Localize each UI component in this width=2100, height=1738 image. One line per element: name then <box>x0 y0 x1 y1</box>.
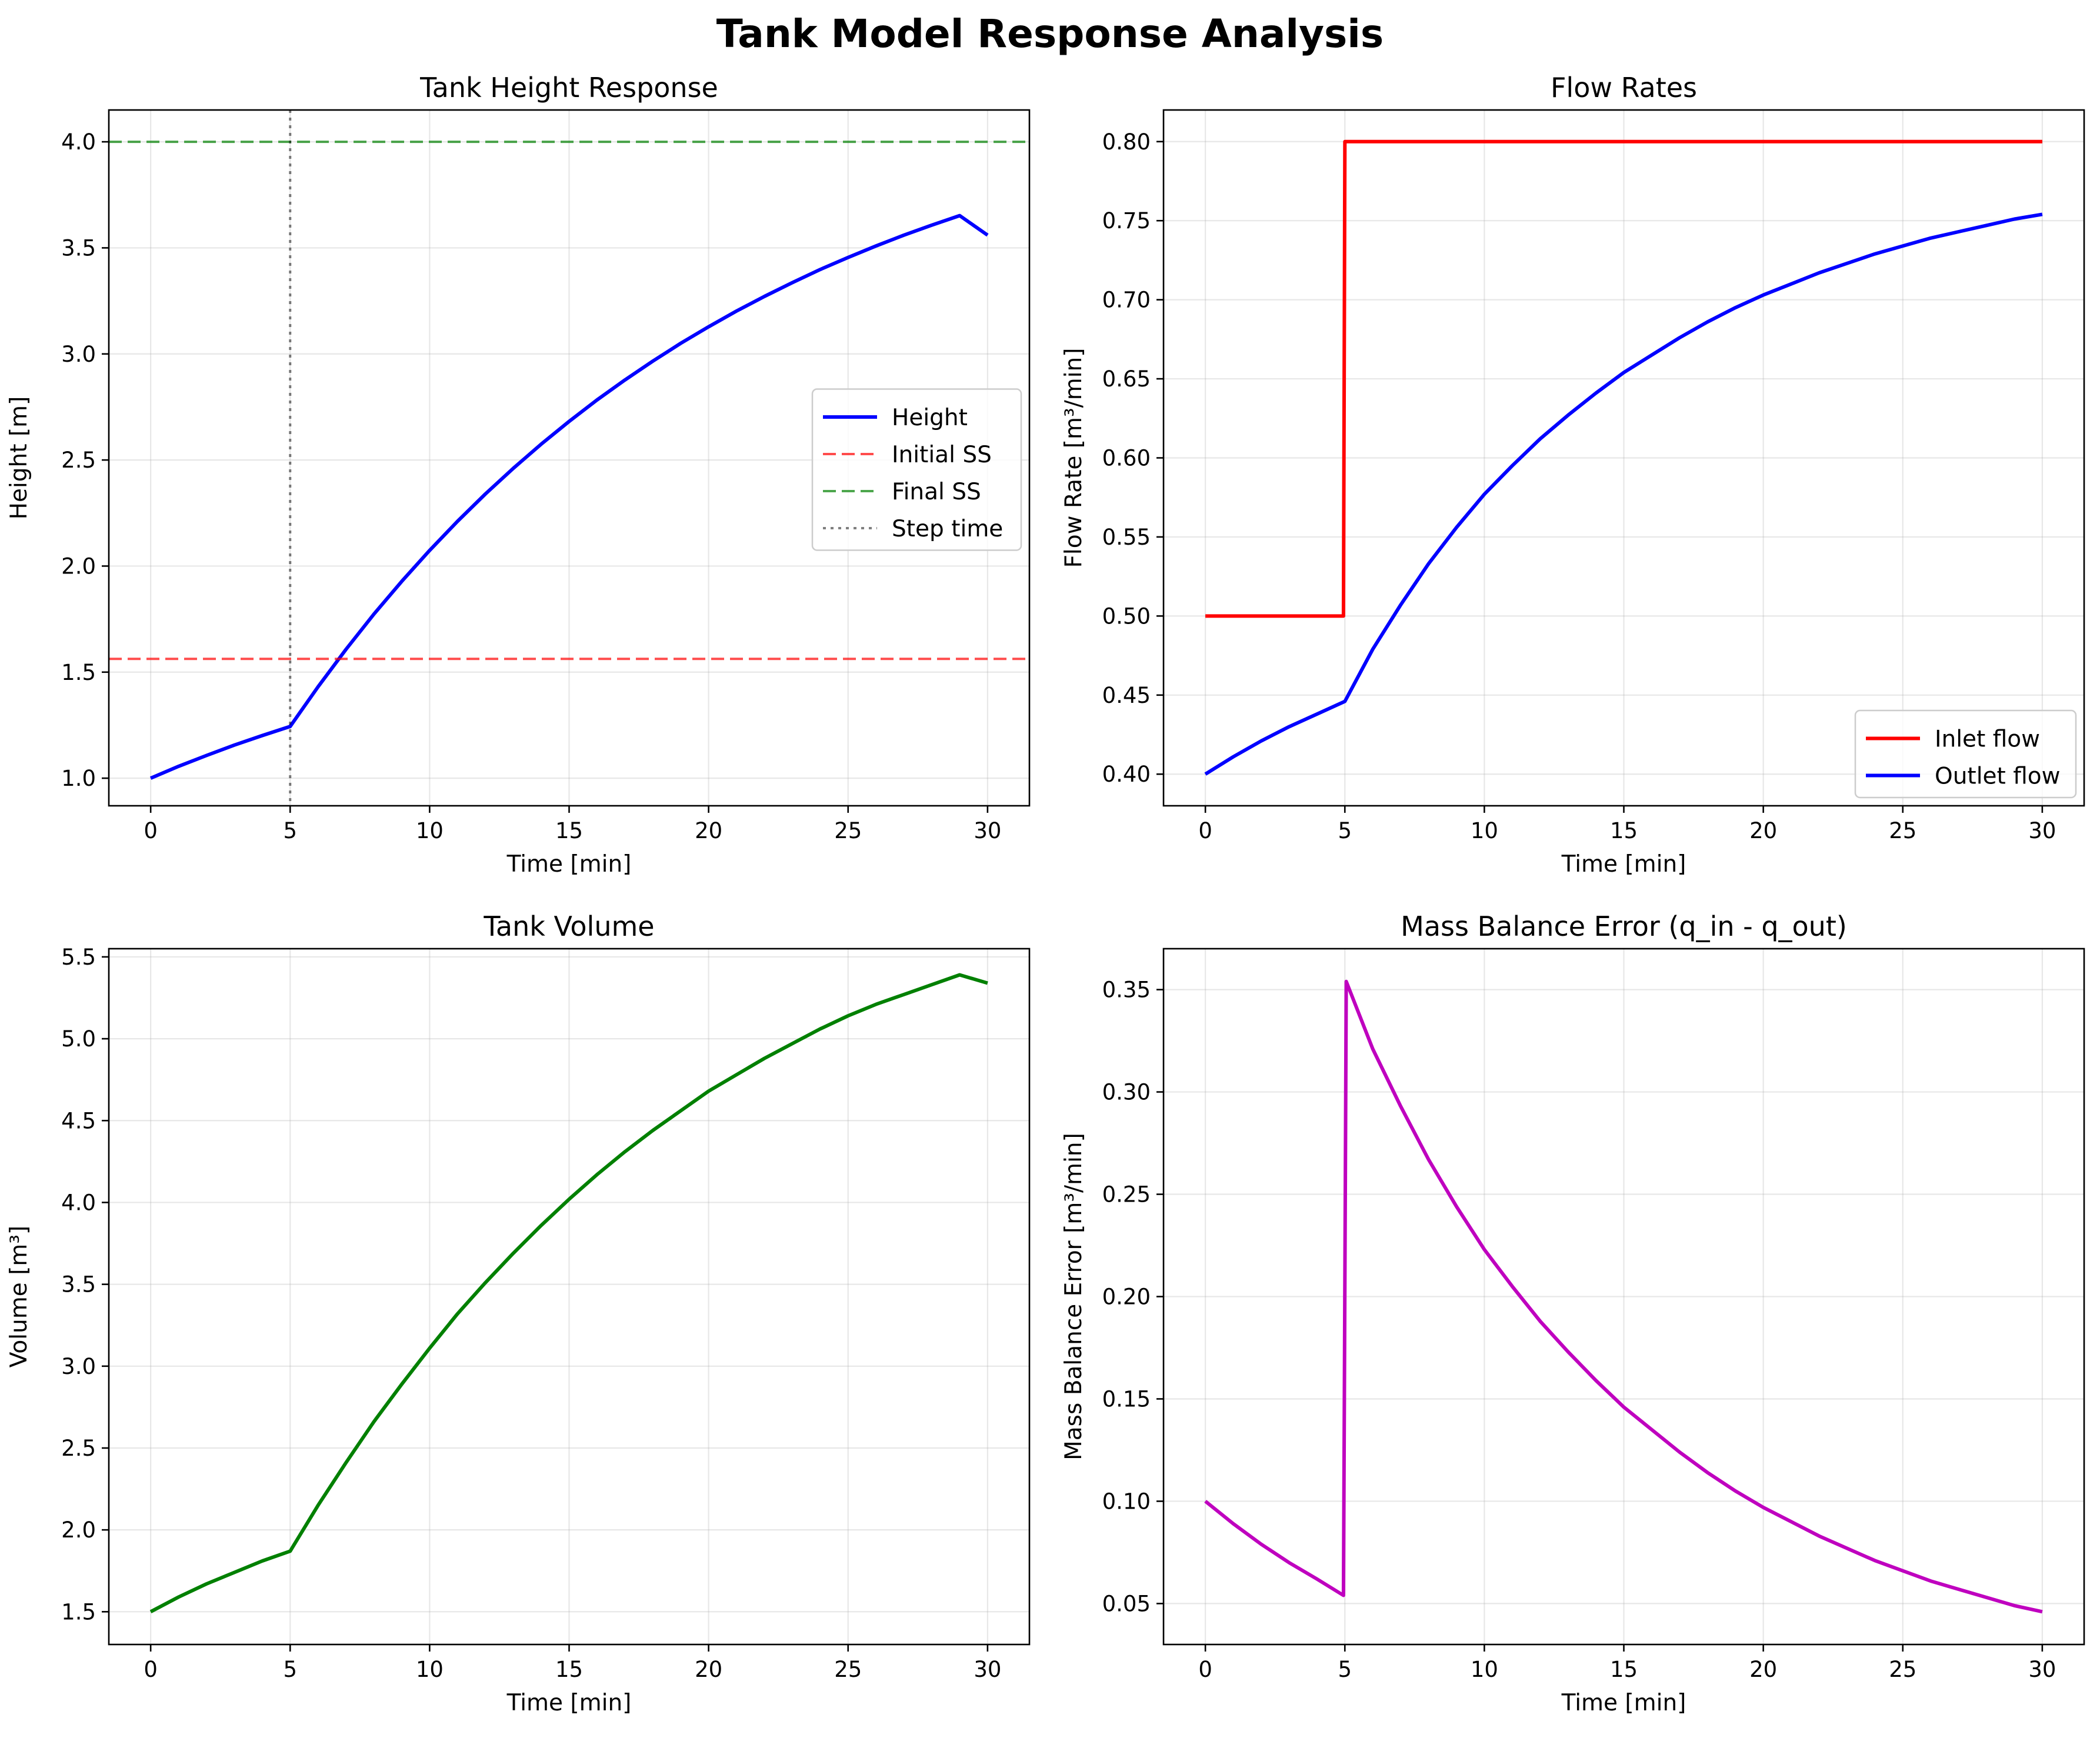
legend-label: Initial SS <box>892 442 992 468</box>
y-tick-label: 0.75 <box>1102 208 1151 233</box>
y-tick-label: 4.0 <box>61 1190 96 1215</box>
figure-title: Tank Model Response Analysis <box>716 11 1384 56</box>
chart-panel-1: 0 5 10 15 20 25 30 1.0 1.5 2.0 2.5 3.0 3.5 4.0 Tank He… <box>6 72 1031 878</box>
x-tick-label: 10 <box>416 818 444 843</box>
legend-label: Step time <box>892 516 1003 542</box>
series-line <box>1204 979 2043 1614</box>
x-tick-label: 30 <box>974 1657 1001 1682</box>
x-tick-label: 0 <box>1198 818 1212 843</box>
x-tick-label: 20 <box>1749 818 1777 843</box>
legend-label: Outlet flow <box>1935 763 2061 790</box>
y-tick-label: 5.0 <box>61 1026 96 1052</box>
y-tick-label: 1.5 <box>61 1599 96 1624</box>
series-line <box>149 973 988 1613</box>
x-tick-label: 0 <box>1198 1657 1212 1682</box>
y-tick-label: 0.60 <box>1102 446 1151 471</box>
x-tick-label: 0 <box>144 1657 158 1682</box>
x-axis-label: Time [min] <box>506 1690 632 1716</box>
y-tick-label: 4.5 <box>61 1108 96 1133</box>
legend-label: Final SS <box>892 479 981 505</box>
y-axis-label: Mass Balance Error [m³/min] <box>1061 1133 1087 1460</box>
y-tick-label: 2.0 <box>61 1517 96 1543</box>
y-tick-label: 3.0 <box>61 1354 96 1379</box>
legend: Inlet flow Outlet flow <box>1854 709 2077 799</box>
y-tick-label: 0.65 <box>1102 366 1151 392</box>
x-tick-label: 15 <box>1610 1657 1638 1682</box>
plot-area <box>1204 139 2043 776</box>
y-tick-label: 0.30 <box>1102 1080 1151 1105</box>
plot-area <box>109 110 1029 806</box>
y-tick-label: 1.5 <box>61 660 96 685</box>
y-tick-label: 2.5 <box>61 1436 96 1461</box>
x-tick-label: 15 <box>1610 818 1638 843</box>
x-tick-label: 25 <box>1889 1657 1916 1682</box>
x-tick-label: 20 <box>695 1657 722 1682</box>
x-axis-label: Time [min] <box>1561 1690 1686 1716</box>
x-tick-label: 30 <box>2028 1657 2056 1682</box>
chart-title: Flow Rates <box>1551 72 1697 104</box>
y-tick-label: 0.55 <box>1102 525 1151 550</box>
x-axis-label: Time [min] <box>506 851 632 878</box>
x-tick-label: 30 <box>974 818 1001 843</box>
y-tick-label: 2.5 <box>61 448 96 473</box>
y-tick-label: 3.5 <box>61 235 96 261</box>
y-tick-label: 1.0 <box>61 766 96 791</box>
x-tick-label: 5 <box>283 1657 297 1682</box>
outlet-flow-line <box>1204 212 2043 776</box>
x-tick-label: 25 <box>834 1657 862 1682</box>
x-tick-label: 10 <box>1471 1657 1498 1682</box>
chart-panel-3: 0 5 10 15 20 25 30 1.5 2.0 2.5 3.0 3.5 4.0 4.5 5.0 5.5 T… <box>6 910 1031 1716</box>
y-tick-label: 0.35 <box>1102 978 1151 1003</box>
chart-panel-4: 0 5 10 15 20 25 30 0.05 0.10 0.15 0.20 0.25 0.30 0.35… <box>1061 910 2085 1716</box>
y-tick-label: 0.05 <box>1102 1591 1151 1616</box>
y-tick-label: 0.50 <box>1102 603 1151 629</box>
y-tick-label: 0.10 <box>1102 1489 1151 1514</box>
y-tick-label: 0.80 <box>1102 129 1151 155</box>
y-tick-label: 2.0 <box>61 553 96 579</box>
chart-title: Tank Height Response <box>419 72 718 104</box>
y-tick-label: 5.5 <box>61 945 96 970</box>
x-tick-label: 0 <box>144 818 158 843</box>
plot-area <box>149 973 988 1613</box>
y-tick-label: 4.0 <box>61 129 96 155</box>
y-tick-label: 0.70 <box>1102 288 1151 313</box>
y-axis-label: Flow Rate [m³/min] <box>1061 348 1087 568</box>
x-tick-label: 25 <box>1889 818 1916 843</box>
x-tick-label: 15 <box>555 1657 583 1682</box>
y-tick-label: 0.40 <box>1102 762 1151 787</box>
x-tick-label: 5 <box>283 818 297 843</box>
charts-container: 0 5 10 15 20 25 30 1.0 1.5 2.0 2.5 3.0 3.5 4.0 Tank He… <box>6 72 2085 1716</box>
x-tick-label: 20 <box>1749 1657 1777 1682</box>
y-tick-label: 3.0 <box>61 342 96 367</box>
x-tick-label: 20 <box>695 818 722 843</box>
legend-label: Inlet flow <box>1935 726 2040 753</box>
height-line <box>149 214 989 780</box>
x-tick-label: 10 <box>416 1657 444 1682</box>
chart-title: Tank Volume <box>483 910 654 942</box>
x-tick-label: 5 <box>1338 1657 1352 1682</box>
legend-label: Height <box>892 405 968 431</box>
chart-panel-2: 0 5 10 15 20 25 30 0.40 0.45 0.50 0.55 0.60 0.65 0.70… <box>1061 72 2085 878</box>
legend-box <box>811 388 1022 551</box>
x-tick-label: 5 <box>1338 818 1352 843</box>
x-axis-label: Time [min] <box>1561 851 1686 878</box>
y-axis-label: Volume [m³] <box>6 1226 32 1368</box>
x-tick-label: 15 <box>555 818 583 843</box>
x-tick-label: 10 <box>1471 818 1498 843</box>
x-tick-label: 25 <box>834 818 862 843</box>
y-axis-label: Height [m] <box>6 396 32 520</box>
chart-title: Mass Balance Error (q_in - q_out) <box>1401 910 1847 942</box>
x-tick-label: 30 <box>2028 818 2056 843</box>
legend: Height Initial SS Final SS Step time <box>811 388 1022 551</box>
y-tick-label: 0.45 <box>1102 683 1151 708</box>
y-tick-label: 0.20 <box>1102 1285 1151 1310</box>
y-tick-label: 0.25 <box>1102 1182 1151 1207</box>
plot-area <box>1204 979 2043 1614</box>
y-tick-label: 3.5 <box>61 1272 96 1297</box>
inlet-flow-line <box>1205 139 2042 618</box>
y-tick-label: 0.15 <box>1102 1386 1151 1412</box>
